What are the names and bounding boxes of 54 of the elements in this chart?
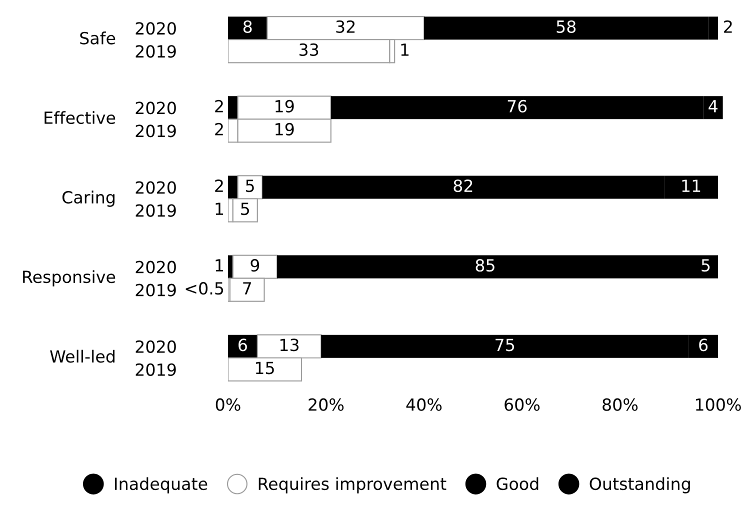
legend-label: Good	[496, 477, 538, 490]
data-label: 82	[454, 179, 472, 192]
data-label: 15	[256, 362, 274, 374]
y-tick-label: 2019	[136, 363, 176, 376]
data-label: <0.5	[186, 282, 224, 295]
x-tick-label: 60%	[504, 398, 540, 411]
data-label: 2	[215, 100, 223, 112]
data-label: 7	[243, 282, 251, 294]
x-tick-label: 100%	[696, 398, 741, 411]
data-label: 6	[238, 338, 247, 352]
y-tick-label: 2020	[136, 260, 176, 274]
data-label: 76	[508, 100, 527, 113]
data-label: 5	[246, 180, 254, 192]
y-tick-label: 2020	[136, 22, 176, 35]
data-label: 58	[556, 20, 576, 33]
data-label: 32	[336, 20, 355, 33]
data-label: 33	[300, 43, 318, 56]
x-tick-label: 40%	[406, 398, 442, 411]
data-label: 2	[724, 20, 732, 33]
data-label: 2	[215, 122, 223, 136]
data-label: 4	[708, 100, 718, 112]
data-label: 2	[215, 179, 223, 192]
text: Effective	[44, 111, 116, 124]
y-tick-label: 2019	[136, 284, 176, 296]
data-label: 1	[216, 202, 223, 215]
legend-label: Inadequate	[115, 477, 208, 494]
y-tick-label: 2020	[136, 181, 176, 194]
text: Safe	[80, 32, 116, 44]
legend-label: Outstanding	[590, 477, 690, 494]
x-tick-label: 20%	[308, 398, 344, 411]
y-tick-label: 2019	[136, 204, 176, 217]
x-tick-label: 80%	[602, 398, 638, 411]
data-label: 5	[241, 202, 249, 216]
data-label: 19	[276, 100, 294, 113]
data-label: 75	[496, 338, 514, 352]
y-tick-label: 2020	[136, 340, 176, 353]
data-label: 8	[243, 20, 252, 33]
data-label: 1	[216, 259, 223, 272]
data-label: 13	[280, 338, 299, 352]
text: Well-led	[50, 350, 114, 363]
text: Responsive	[23, 270, 116, 286]
legend-label: Requires improvement	[258, 477, 446, 494]
data-label: 5	[702, 259, 710, 272]
data-label: 85	[476, 259, 494, 272]
data-label: 9	[250, 259, 260, 272]
y-tick-label: 2019	[136, 124, 176, 138]
data-label: 19	[276, 122, 294, 136]
y-tick-label: 2019	[136, 45, 176, 58]
data-label: 11	[682, 180, 700, 192]
data-label: 1	[401, 44, 409, 56]
y-tick-label: 2020	[136, 102, 176, 114]
x-tick-label: 0%	[216, 398, 240, 411]
data-label: 6	[699, 338, 708, 352]
text: Caring	[62, 190, 114, 207]
